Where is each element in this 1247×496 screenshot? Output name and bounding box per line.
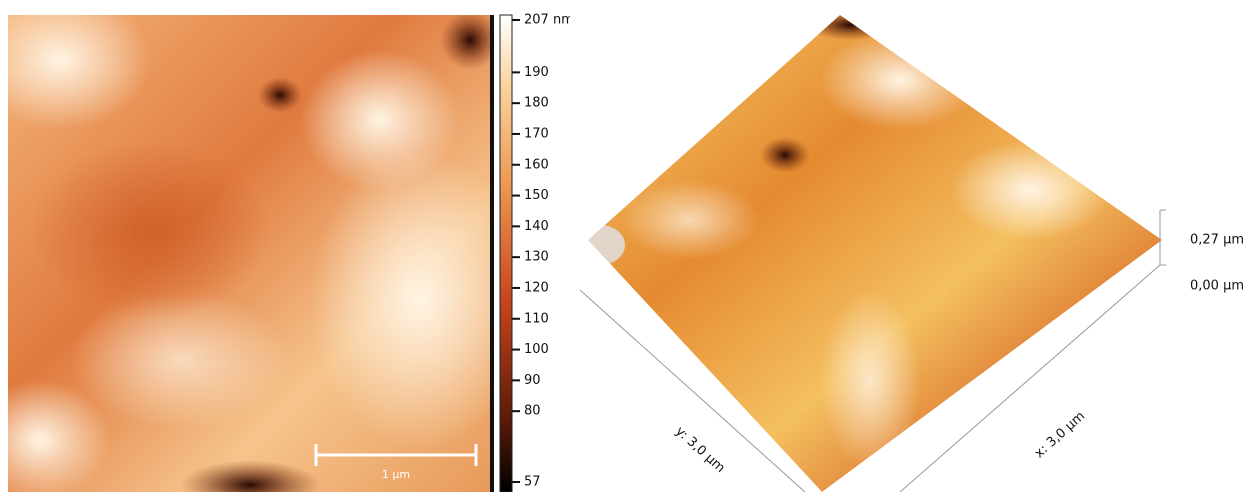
divider xyxy=(490,15,494,492)
colorbar-tick-label: 57 xyxy=(524,475,541,490)
colorbar-tick-label: 160 xyxy=(524,157,549,172)
colorbar xyxy=(500,15,512,492)
y-axis-label: y: 3,0 µm xyxy=(672,424,727,476)
colorbar-tick-label: 110 xyxy=(524,311,549,326)
colorbar-tick-label: 140 xyxy=(524,219,549,234)
colorbar-tick-label: 120 xyxy=(524,280,549,295)
scale-bar-label: 1 µm xyxy=(382,468,410,481)
x-axis-label: x: 3,0 µm xyxy=(1032,409,1088,462)
colorbar-tick-label: 80 xyxy=(524,404,541,419)
z-bottom-label: 0,00 µm xyxy=(1190,279,1244,294)
colorbar-tick-label: 180 xyxy=(524,96,549,111)
height-map xyxy=(0,0,530,492)
colorbar-tick-label: 150 xyxy=(524,188,549,203)
colorbar-tick-label: 170 xyxy=(524,126,549,141)
z-top-label: 0,27 µm xyxy=(1190,233,1244,248)
colorbar-tick-label: 100 xyxy=(524,342,549,357)
afm-figure: 1 µm 57 80 90 100 110 120 130 140 150 160 170 180 19… xyxy=(0,0,1247,492)
colorbar-tick-label: 207 nm xyxy=(524,13,574,28)
colorbar-tick-label: 90 xyxy=(524,373,541,388)
colorbar-tick-label: 130 xyxy=(524,250,549,265)
colorbar-tick-label: 190 xyxy=(524,65,549,80)
